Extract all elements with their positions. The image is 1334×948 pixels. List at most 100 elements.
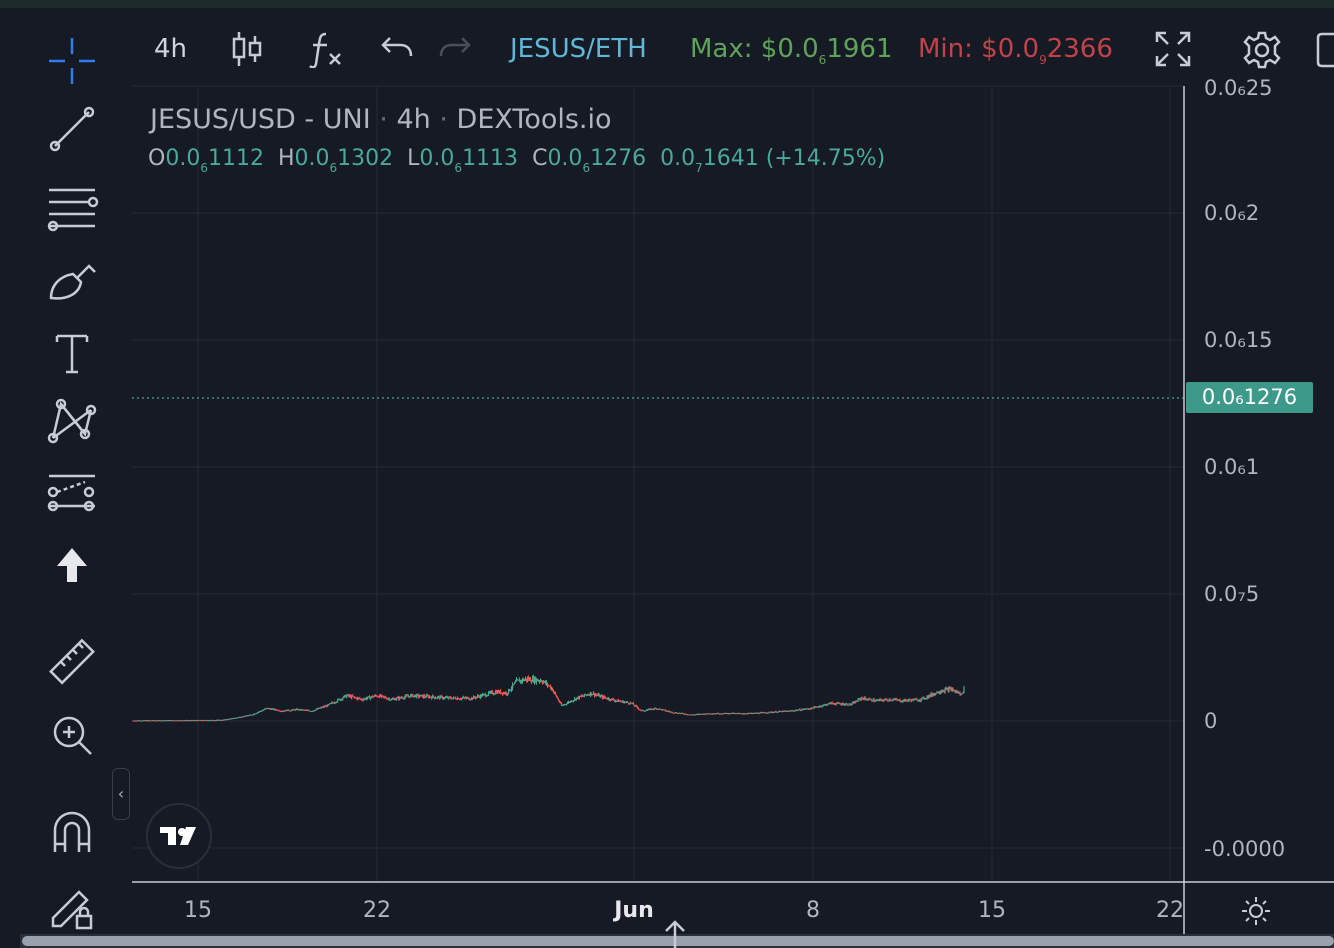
- candle-body: [549, 685, 552, 689]
- candle-body: [592, 692, 595, 695]
- candle-body: [254, 713, 256, 715]
- pattern-tool-icon[interactable]: [45, 394, 99, 448]
- candle-body: [572, 700, 575, 702]
- candle-body: [585, 694, 588, 696]
- tradingview-logo[interactable]: [146, 803, 212, 869]
- candle-body: [841, 703, 843, 705]
- candle-body: [838, 702, 840, 704]
- candle-body: [824, 704, 826, 706]
- candle-body: [151, 720, 153, 722]
- candle-body: [375, 695, 377, 697]
- candle-body: [665, 710, 667, 712]
- magnet-icon[interactable]: [45, 808, 99, 862]
- prediction-tool-icon[interactable]: [45, 468, 99, 522]
- candle-body: [267, 707, 269, 709]
- candle-body: [640, 710, 642, 712]
- candle-body: [534, 677, 537, 683]
- candle-body: [767, 712, 769, 714]
- candle-body: [235, 717, 237, 719]
- candle-body: [649, 708, 651, 710]
- candle-body: [651, 708, 653, 710]
- candle-body: [812, 708, 814, 710]
- text-tool-icon[interactable]: [45, 326, 99, 380]
- candle-body: [872, 699, 874, 702]
- candle-body: [774, 711, 776, 713]
- brush-icon[interactable]: [45, 252, 99, 306]
- candle-body: [290, 710, 292, 712]
- interval-button[interactable]: 4h: [154, 34, 188, 64]
- candle-body: [764, 712, 766, 714]
- auto-scale-sun-icon[interactable]: [1240, 895, 1272, 927]
- candle-body: [899, 699, 901, 702]
- candle-body: [280, 711, 282, 713]
- candle-body: [464, 697, 467, 699]
- candle-body: [940, 691, 942, 693]
- candle-body: [855, 701, 857, 703]
- candle-body: [381, 695, 383, 697]
- candle-body: [227, 718, 229, 720]
- candle-body: [577, 696, 580, 699]
- candle-body: [830, 702, 832, 705]
- candle-body: [823, 704, 825, 706]
- candle-body: [327, 704, 329, 707]
- candle-body: [737, 713, 739, 715]
- candle-body: [273, 708, 275, 710]
- candle-body: [706, 713, 708, 715]
- candle-body: [510, 688, 513, 690]
- pair-switch-button[interactable]: JESUS/ETH: [510, 34, 647, 64]
- candle-body: [555, 694, 558, 698]
- candle-body: [853, 702, 855, 704]
- candle-body: [410, 694, 412, 698]
- crosshair-icon[interactable]: [45, 34, 99, 88]
- candle-body: [648, 708, 650, 710]
- arrow-up-icon[interactable]: [45, 538, 99, 592]
- candle-body: [308, 710, 310, 712]
- candle-body: [918, 700, 920, 702]
- fullscreen-icon[interactable]: [1154, 30, 1192, 68]
- candle-body: [873, 699, 875, 702]
- fib-retracement-icon[interactable]: [45, 182, 99, 236]
- candle-body: [505, 692, 508, 695]
- lock-drawings-icon[interactable]: [45, 878, 99, 932]
- scrollbar-thumb[interactable]: [22, 936, 1334, 946]
- candle-body: [708, 713, 710, 715]
- candle-body: [652, 709, 654, 711]
- trend-line-icon[interactable]: [45, 102, 99, 156]
- collapse-toolbar-button[interactable]: ‹: [112, 768, 130, 820]
- candle-body: [962, 692, 964, 694]
- drawing-toolbar: [0, 8, 130, 948]
- undo-icon[interactable]: [380, 30, 414, 64]
- candle-body: [395, 699, 397, 701]
- candle-body: [840, 703, 842, 705]
- redo-icon[interactable]: [438, 30, 472, 64]
- candle-body: [422, 694, 424, 698]
- candle-body: [692, 714, 694, 716]
- candle-type-icon[interactable]: [230, 30, 264, 68]
- ruler-icon[interactable]: [45, 636, 99, 690]
- candle-body: [266, 707, 268, 709]
- candle-body: [233, 718, 235, 720]
- scroll-to-realtime-icon[interactable]: [662, 918, 688, 948]
- candle-body: [530, 681, 533, 683]
- candle-body: [671, 711, 673, 713]
- indicators-icon[interactable]: [308, 30, 346, 68]
- zoom-in-icon[interactable]: [45, 708, 99, 762]
- candle-body: [396, 697, 398, 700]
- candle-body: [644, 710, 646, 712]
- candle-body: [398, 697, 400, 700]
- settings-gear-icon[interactable]: [1242, 30, 1282, 70]
- candle-body: [278, 710, 280, 712]
- screenshot-icon[interactable]: [1314, 30, 1334, 70]
- candle-body: [423, 695, 425, 698]
- candle-body: [208, 720, 210, 722]
- time-label: 8: [806, 898, 820, 923]
- candle-body: [492, 693, 495, 695]
- candle-body: [322, 706, 324, 708]
- candle-body: [144, 720, 146, 722]
- candle-body: [536, 679, 539, 681]
- candle-body: [193, 720, 195, 722]
- candle-body: [300, 709, 302, 711]
- candle-body: [586, 694, 589, 696]
- candle-body: [515, 679, 518, 682]
- candle-body: [833, 703, 835, 705]
